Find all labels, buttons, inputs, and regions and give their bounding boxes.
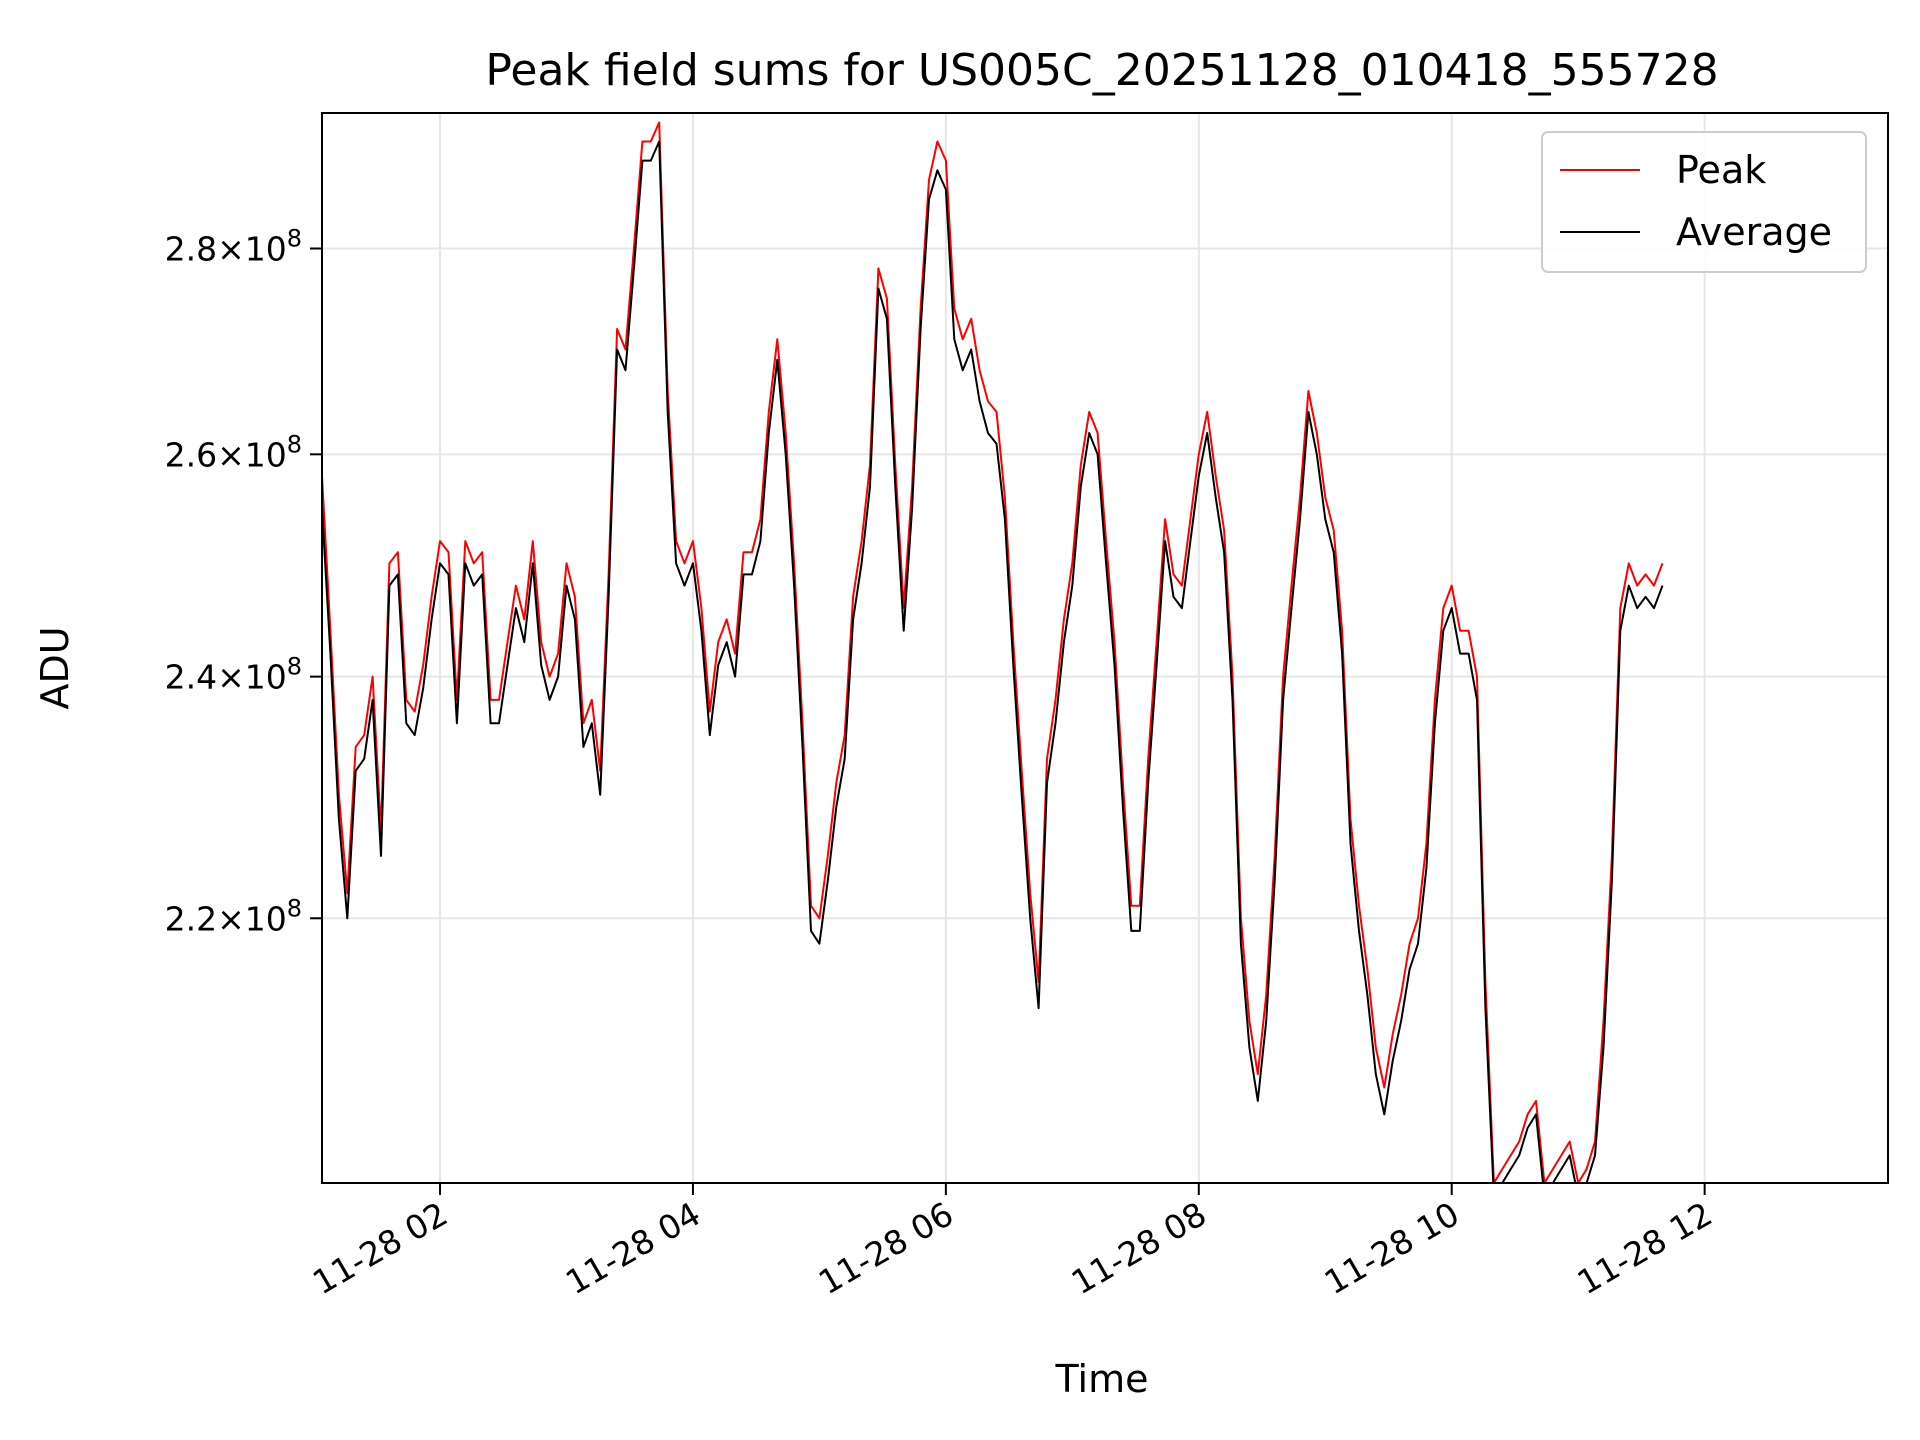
y-tick-base: 10 (245, 658, 287, 697)
y-tick-label: 2.2×108 (165, 894, 302, 938)
y-tick-mantissa: 2.8 (165, 230, 217, 269)
y-tick-base: 10 (245, 435, 287, 474)
y-tick-mantissa: 2.2 (165, 899, 217, 938)
legend: Peak Average (1541, 131, 1867, 273)
y-tick-exponent: 8 (287, 430, 302, 458)
plot-frame (321, 112, 1889, 1184)
plot-lines (322, 121, 1664, 1183)
y-tick-label: 2.6×108 (165, 430, 302, 474)
y-tick-times: × (217, 658, 245, 697)
y-tick-base: 10 (245, 899, 287, 938)
y-tick-exponent: 8 (287, 653, 302, 681)
y-tick-mantissa: 2.4 (165, 658, 217, 697)
series-average-line (322, 140, 1664, 1183)
y-tick-label: 2.4×108 (165, 653, 302, 697)
y-tick-label: 2.8×108 (165, 225, 302, 269)
legend-box (1541, 131, 1867, 273)
series-peak-line (322, 121, 1664, 1183)
y-tick-times: × (217, 230, 245, 269)
y-axis-label: ADU (33, 626, 77, 709)
x-axis-label: Time (1055, 1357, 1149, 1401)
y-tick-mantissa: 2.6 (165, 435, 217, 474)
y-tick-times: × (217, 899, 245, 938)
y-tick-exponent: 8 (287, 894, 302, 922)
legend-label: Average (1676, 210, 1832, 254)
y-tick-times: × (217, 435, 245, 474)
y-tick-exponent: 8 (287, 225, 302, 253)
legend-label: Peak (1676, 148, 1766, 192)
y-tick-base: 10 (245, 230, 287, 269)
chart-title: Peak field sums for US005C_20251128_0104… (485, 45, 1718, 96)
